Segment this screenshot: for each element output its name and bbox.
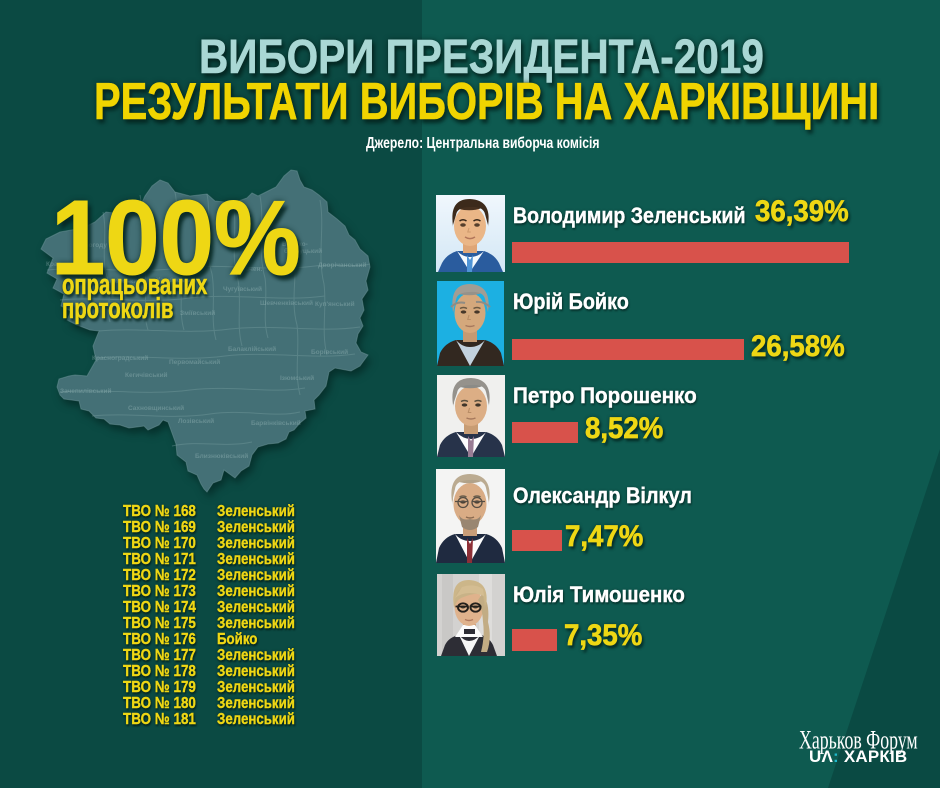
svg-text:Кегичівський: Кегичівський (125, 371, 168, 379)
svg-text:Печен.: Печен. (241, 266, 262, 273)
svg-text:Харьков Форум: Харьков Форум (799, 725, 918, 754)
svg-text:Лозівський: Лозівський (178, 417, 214, 425)
svg-text:Дворічанський: Дворічанський (318, 261, 366, 269)
svg-text:Балаклійський: Балаклійський (228, 345, 276, 353)
svg-text:Красноградський: Красноградський (92, 354, 148, 362)
svg-text:Барвінківський: Барвінківський (251, 419, 301, 427)
svg-text:UΛ: ХАРКІВ: UΛ: ХАРКІВ (809, 747, 907, 766)
svg-text:Зміївський: Зміївський (180, 309, 215, 317)
svg-text:Близнюківський: Близнюківський (195, 452, 248, 460)
svg-text:бурлуцький: бурлуцький (284, 247, 322, 255)
svg-text:Сахновщинський: Сахновщинський (128, 404, 184, 412)
svg-text:Ізюмський: Ізюмський (280, 374, 314, 382)
svg-text:Борівський: Борівський (311, 348, 348, 356)
svg-text:Крас: Крас (46, 261, 62, 268)
svg-text:Шевченківський: Шевченківський (260, 299, 313, 307)
svg-text:Куп'янський: Куп'янський (315, 300, 355, 308)
svg-text:Валківський: Валківський (101, 277, 141, 285)
svg-text:Чугуївський: Чугуївський (223, 285, 262, 293)
svg-text:Богоду: Богоду (84, 242, 107, 249)
svg-text:Харківський: Харківський (156, 276, 196, 284)
svg-text:Зачепилівський: Зачепилівський (60, 387, 111, 395)
svg-text:Первомайський: Первомайський (169, 358, 220, 366)
svg-text:Велико-: Велико- (282, 241, 308, 248)
